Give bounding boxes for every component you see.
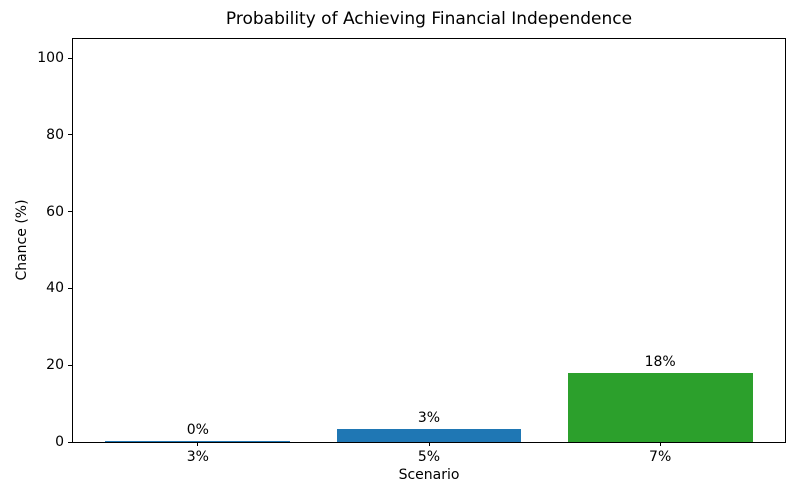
y-axis-tick-label: 20 (46, 357, 64, 374)
y-axis-tick-label: 40 (46, 280, 64, 297)
chart-title: Probability of Achieving Financial Indep… (225, 9, 633, 29)
y-axis-tick-label: 0 (55, 434, 64, 450)
x-axis-label: Scenario (398, 467, 460, 483)
y-axis-tick-label: 60 (46, 203, 64, 220)
y-axis-tick (68, 287, 72, 289)
x-axis-tick-label: 3% (186, 449, 209, 465)
bar-value-label: 18% (644, 353, 676, 370)
x-axis-tick-label: 5% (417, 449, 441, 465)
y-axis-label: Chance (%) (14, 199, 30, 281)
y-axis-tick-label: 100 (37, 50, 64, 67)
x-axis-tick (197, 442, 199, 446)
y-axis-tick (68, 364, 72, 366)
bar-5% (336, 429, 522, 442)
x-axis-tick (428, 442, 430, 446)
x-axis-tick (659, 442, 661, 446)
bar-value-label: 0% (186, 421, 209, 438)
y-axis-tick (68, 57, 72, 59)
x-axis-tick-label: 7% (649, 449, 672, 465)
plot-area: 0 20 40 60 80 100 0% 3% 3% 5% 18% 7% (37, 38, 786, 465)
y-axis-tick (68, 211, 72, 213)
y-axis-tick (68, 134, 72, 136)
y-axis-tick (68, 441, 72, 443)
bar-7% (567, 372, 753, 442)
bar-value-label: 3% (417, 410, 441, 427)
bar-3% (105, 440, 291, 442)
y-axis-tick-label: 80 (46, 126, 64, 143)
